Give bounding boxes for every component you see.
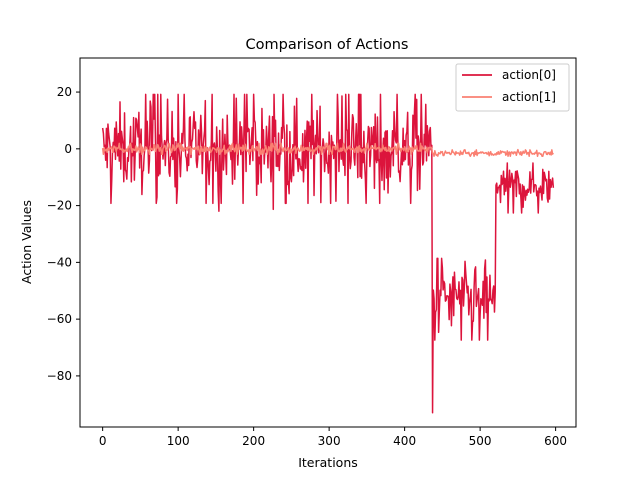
x-tick-label: 600	[544, 434, 567, 448]
series-line-action1	[101, 142, 554, 158]
plot-frame	[79, 57, 577, 428]
y-tick-label: −60	[47, 312, 72, 326]
x-tick-label: 400	[393, 434, 416, 448]
x-tick-label: 100	[167, 434, 190, 448]
chart-title: Comparison of Actions	[246, 37, 409, 53]
legend: action[0] action[1]	[455, 63, 570, 112]
x-axis-label: Iterations	[298, 455, 358, 470]
x-tick-label: 500	[469, 434, 492, 448]
y-tick-label: −40	[47, 255, 72, 269]
y-tick-label: −80	[47, 369, 72, 383]
x-tick-label: 200	[242, 434, 265, 448]
y-tick-label: 20	[57, 85, 72, 99]
x-tick-label: 0	[99, 434, 107, 448]
plot-series	[101, 93, 555, 414]
y-axis-ticks: 20 0 −20 −40 −60 −80	[47, 85, 80, 383]
y-tick-label: 0	[64, 142, 72, 156]
y-tick-label: −20	[47, 199, 72, 213]
legend-label-action0: action[0]	[502, 68, 556, 82]
legend-label-action1: action[1]	[502, 90, 556, 104]
x-tick-label: 300	[318, 434, 341, 448]
y-axis-label: Action Values	[19, 200, 34, 284]
x-axis-ticks: 0 100 200 300 400 500 600	[99, 427, 567, 448]
series-line-action0	[101, 93, 555, 414]
